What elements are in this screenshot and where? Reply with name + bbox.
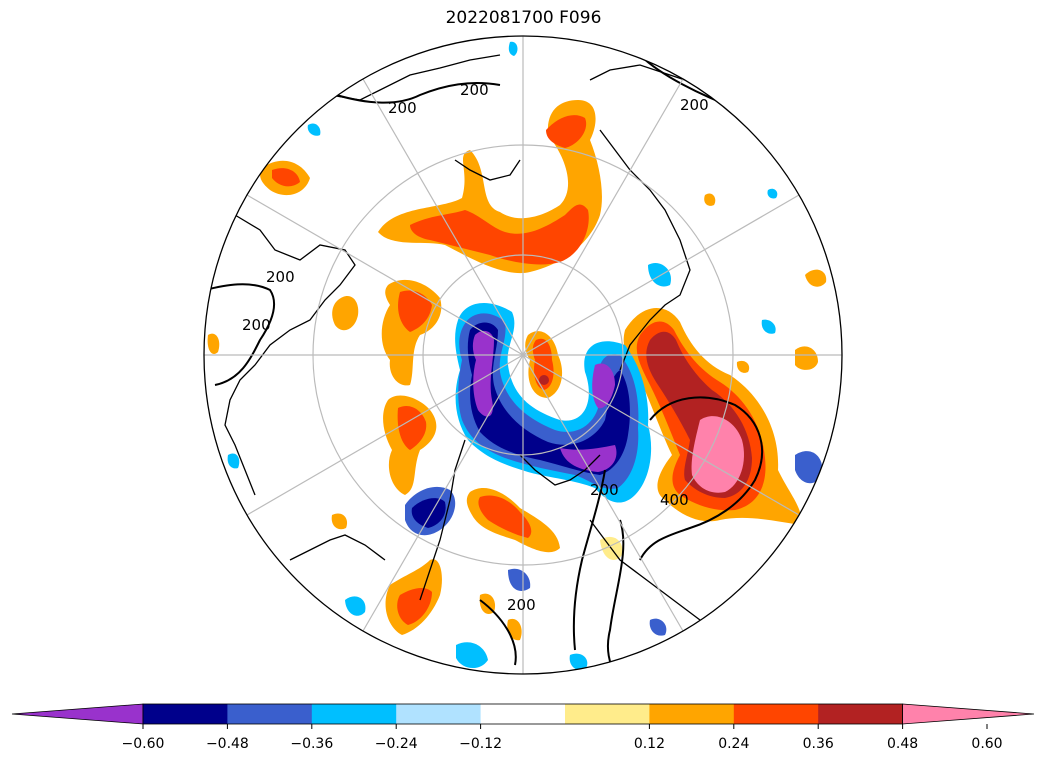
canada-core-2 bbox=[398, 290, 432, 332]
labrador-positive bbox=[331, 513, 348, 530]
top-small-negative bbox=[508, 41, 518, 56]
scandinavia-coast bbox=[519, 454, 601, 486]
colorbar-outline bbox=[142, 703, 903, 725]
colorbar-tick-label: −0.24 bbox=[375, 736, 418, 752]
contour-line bbox=[204, 283, 276, 386]
colorbar-tick-label: 0.12 bbox=[634, 736, 665, 752]
colorbar-tick-label: 0.48 bbox=[887, 736, 918, 752]
greenland-coast bbox=[419, 439, 466, 601]
contour-label: 200 bbox=[242, 316, 271, 334]
colorbar-bin bbox=[565, 704, 650, 724]
colorbar-tick-label: 0.60 bbox=[971, 736, 1002, 752]
colorbar-extend-max bbox=[902, 703, 1035, 725]
east-small-negative bbox=[761, 319, 776, 334]
colorbar-tick-label: −0.12 bbox=[459, 736, 502, 752]
arctic-ocean-core bbox=[410, 204, 589, 265]
contour-line bbox=[639, 396, 764, 561]
positive-anomaly-shading bbox=[207, 100, 827, 641]
greenland-sea-core bbox=[397, 405, 427, 450]
colorbar-bins bbox=[11, 703, 1035, 725]
north-america-coast bbox=[224, 214, 356, 496]
atlantic-negative-2 bbox=[508, 568, 531, 591]
west-small-negative bbox=[227, 453, 240, 469]
canada-positive-1 bbox=[332, 295, 359, 331]
colorbar-tick-label: 0.36 bbox=[803, 736, 834, 752]
pole-inner bbox=[539, 375, 549, 385]
map-field-layer bbox=[204, 36, 842, 674]
east-edge-positive-1 bbox=[805, 269, 827, 287]
colorbar-bin bbox=[818, 704, 904, 724]
svalbard-extreme bbox=[592, 363, 615, 409]
contour-label: 200 bbox=[460, 81, 489, 99]
colorbar-bin bbox=[480, 704, 566, 724]
contour-label: 400 bbox=[660, 491, 689, 509]
alaska-small-negative bbox=[307, 123, 321, 136]
labrador-negative-core bbox=[411, 498, 446, 528]
coastlines bbox=[224, 54, 701, 621]
southwest-negative bbox=[345, 596, 366, 616]
colorbar-bin bbox=[227, 704, 313, 724]
north-atlantic-core bbox=[397, 588, 432, 625]
contour-line bbox=[319, 82, 501, 104]
contour-label: 200 bbox=[507, 596, 536, 614]
colorbar-bin bbox=[649, 704, 735, 724]
colorbar-bin bbox=[733, 704, 819, 724]
contour-label: 200 bbox=[590, 481, 619, 499]
bottom-small-negative bbox=[569, 653, 588, 671]
plot-title: 2022081700 F096 bbox=[445, 8, 602, 28]
colorbar-ticks: −0.60 −0.48 −0.36 −0.24 −0.12 0.12 0.24 0.36 0.4… bbox=[122, 724, 1003, 752]
colorbar-tick-label: 0.24 bbox=[718, 736, 749, 752]
map-boundary bbox=[203, 35, 843, 675]
colorbar-bin bbox=[143, 704, 228, 724]
graticule bbox=[204, 36, 842, 674]
contour-label: 200 bbox=[266, 268, 295, 286]
east-edge-positive-2 bbox=[795, 346, 818, 370]
eurasia-extreme-core bbox=[691, 416, 745, 493]
siberia-coast bbox=[599, 129, 691, 371]
europe-coast bbox=[589, 519, 701, 621]
europe-small-negative bbox=[649, 618, 667, 636]
contour-label: 200 bbox=[388, 99, 417, 117]
west-edge-positive bbox=[207, 333, 220, 355]
east-edge-negative bbox=[795, 451, 823, 484]
colorbar-tick-label: −0.48 bbox=[206, 736, 249, 752]
colorbar-tick-label: −0.36 bbox=[290, 736, 333, 752]
arctic-canada-coast bbox=[454, 159, 521, 181]
polar-stereographic-map: 200 200 200 200 200 200 200 400 bbox=[203, 35, 843, 675]
labrador-coast bbox=[289, 534, 386, 561]
siberia-negative bbox=[648, 262, 671, 287]
alaska-core bbox=[272, 168, 300, 187]
meridian-line bbox=[362, 78, 684, 632]
barents-extreme bbox=[560, 445, 617, 472]
siberia-small-positive bbox=[704, 193, 716, 206]
contour-line bbox=[572, 469, 606, 651]
colorbar-bin bbox=[396, 704, 482, 724]
greenland-negative-inner bbox=[467, 322, 630, 475]
colorbar-extend-min bbox=[11, 703, 144, 725]
colorbar-tick-label: −0.60 bbox=[122, 736, 165, 752]
contour-label: 200 bbox=[680, 96, 709, 114]
east-small-positive bbox=[736, 360, 750, 373]
pole-core bbox=[532, 338, 554, 390]
east-tiny-negative bbox=[767, 188, 778, 199]
east-siberia-coast bbox=[589, 64, 701, 86]
atlantic-negative bbox=[456, 642, 488, 669]
contour-line bbox=[479, 599, 517, 666]
colorbar-bin bbox=[311, 704, 397, 724]
greenland-extreme-west bbox=[472, 330, 494, 417]
contour-labels: 200 200 200 200 200 200 200 400 bbox=[242, 81, 709, 614]
pacific-sector-core bbox=[546, 115, 587, 148]
atlantic-core bbox=[478, 495, 532, 538]
